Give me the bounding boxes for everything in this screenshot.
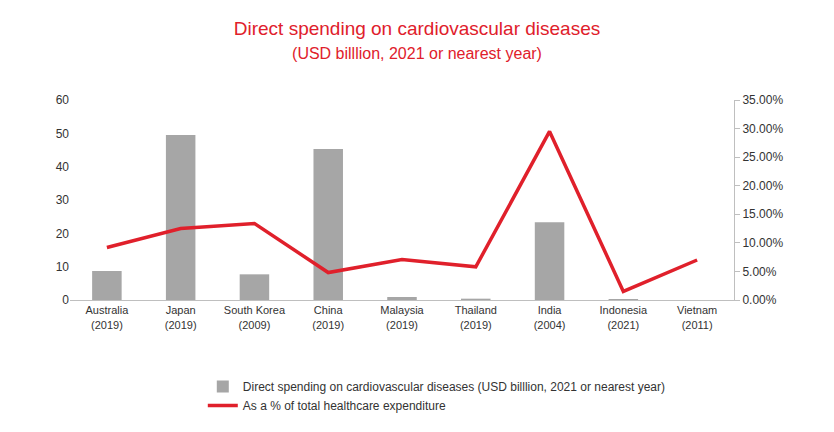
svg-text:10: 10 [56,260,70,274]
svg-text:Indonesia(2021): Indonesia(2021) [599,304,648,330]
svg-text:40: 40 [56,160,70,174]
svg-text:60: 60 [56,93,70,107]
svg-text:Thailand(2019): Thailand(2019) [455,304,497,330]
svg-text:20.00%: 20.00% [742,179,783,193]
svg-text:Japan(2019): Japan(2019) [165,304,197,330]
svg-text:0.00%: 0.00% [742,293,776,307]
svg-text:30.00%: 30.00% [742,122,783,136]
svg-text:30: 30 [56,193,70,207]
svg-text:Direct spending on cardiovascu: Direct spending on cardiovascular diseas… [243,380,665,394]
svg-text:Vietnam(2011): Vietnam(2011) [677,304,717,330]
svg-text:35.00%: 35.00% [742,93,783,107]
svg-text:As a % of total healthcare exp: As a % of total healthcare expenditure [243,399,446,413]
svg-text:15.00%: 15.00% [742,207,783,221]
svg-text:Malaysia(2019): Malaysia(2019) [380,304,424,330]
svg-text:10.00%: 10.00% [742,236,783,250]
svg-text:25.00%: 25.00% [742,150,783,164]
svg-text:20: 20 [56,227,70,241]
svg-text:South Korea(2009): South Korea(2009) [224,304,286,330]
svg-text:Australia(2019): Australia(2019) [85,304,129,330]
svg-text:Direct spending on cardiovascu: Direct spending on cardiovascular diseas… [234,18,600,63]
svg-text:India(2004): India(2004) [534,304,566,330]
svg-text:5.00%: 5.00% [742,265,776,279]
svg-text:0: 0 [62,293,69,307]
svg-text:China(2019): China(2019) [312,304,344,330]
svg-text:50: 50 [56,127,70,141]
